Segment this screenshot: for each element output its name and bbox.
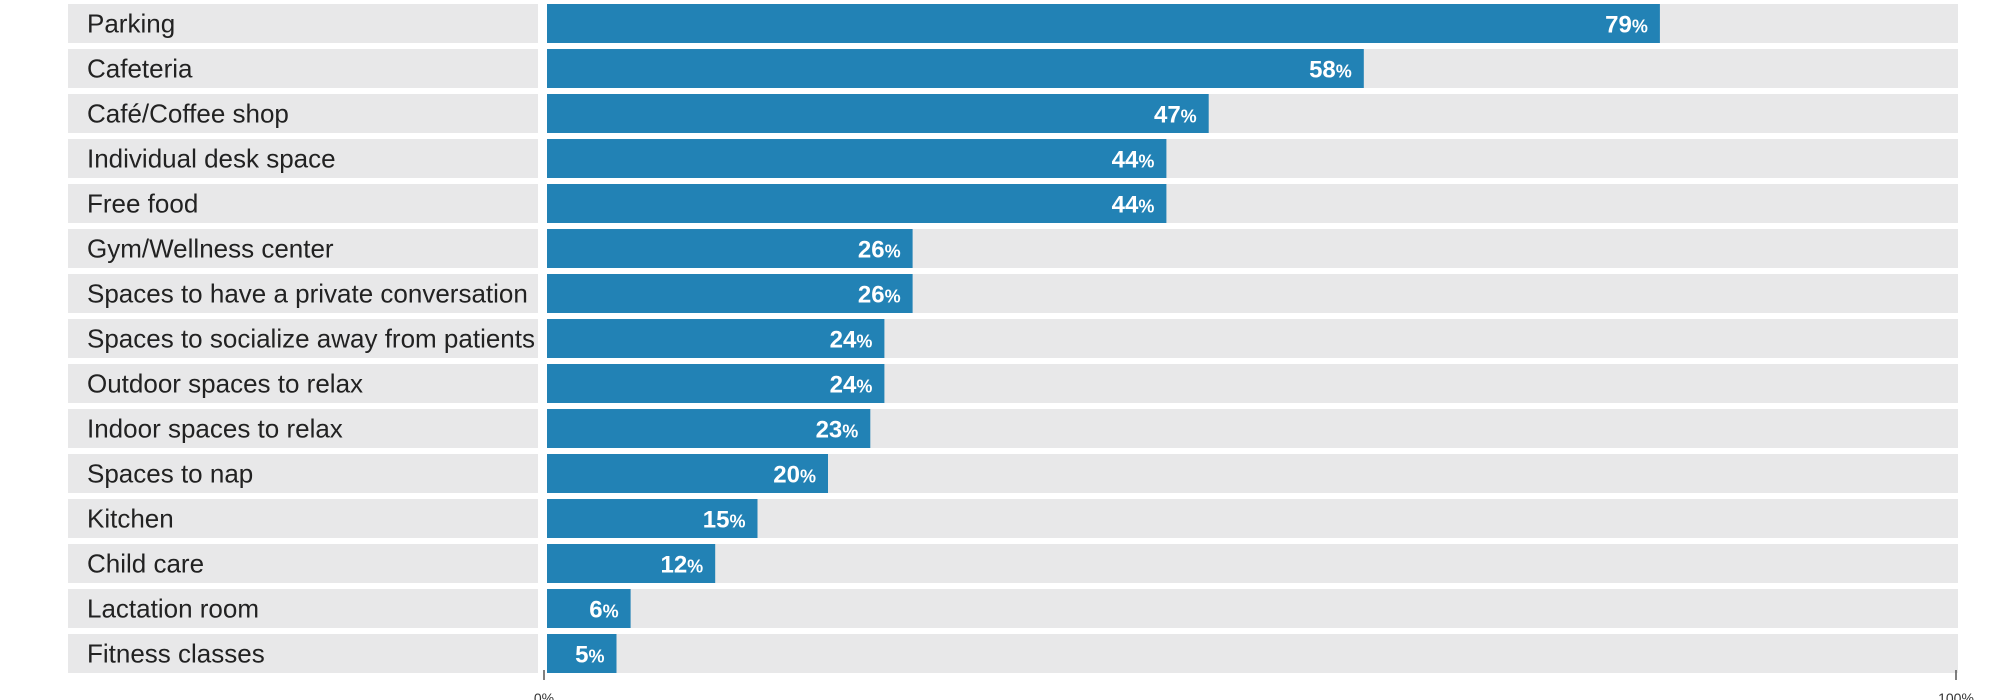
bar [546,319,885,358]
bar [546,139,1167,178]
category-label: Lactation room [87,594,259,624]
label-box [68,589,538,628]
category-label: Spaces to socialize away from patients [87,324,535,354]
label-box [68,634,538,673]
category-label: Café/Coffee shop [87,99,289,129]
data-label: 6% [589,597,618,624]
category-label: Child care [87,549,204,579]
label-box [68,139,538,178]
category-label: Kitchen [87,504,174,534]
data-label: 23% [816,417,859,444]
category-label: Indoor spaces to relax [87,414,343,444]
chart-category-labels: Parking Cafeteria Café/Coffee shop Individu… [87,9,535,669]
bar [546,409,871,448]
label-box [68,499,538,538]
data-label: 5% [575,642,604,669]
category-label: Cafeteria [87,54,193,84]
category-label: Free food [87,189,198,219]
bar-track [546,589,1958,628]
bar-track [546,634,1958,673]
data-label: 44% [1112,147,1155,174]
bar [546,94,1209,133]
data-label: 24% [830,372,873,399]
bar [546,634,617,673]
label-box [68,49,538,88]
bar [546,499,758,538]
data-label: 44% [1112,192,1155,219]
data-label: 24% [830,327,873,354]
bar [546,184,1167,223]
bar [546,544,716,583]
x-tick-label-100: 100% [1938,690,1974,700]
data-label: 47% [1154,102,1197,129]
chart-bars [546,4,1660,673]
category-label: Gym/Wellness center [87,234,334,264]
bar-track [546,544,1958,583]
category-label: Spaces to have a private conversation [87,279,528,309]
label-box [68,544,538,583]
data-label: 58% [1309,57,1352,84]
label-box [68,454,538,493]
label-box [68,184,538,223]
data-label: 26% [858,237,901,264]
category-label: Parking [87,9,175,39]
bar [546,364,885,403]
bar [546,274,913,313]
x-tick-label-0: 0% [534,690,554,700]
chart-tracks [68,4,1958,673]
bar [546,589,631,628]
category-label: Spaces to nap [87,459,253,489]
bar [546,454,828,493]
label-box [68,4,538,43]
label-box [68,94,538,133]
bar-track [546,499,1958,538]
data-label: 20% [773,462,816,489]
category-label: Outdoor spaces to relax [87,369,363,399]
data-label: 26% [858,282,901,309]
x-axis: 0% 100% [534,0,1974,700]
data-label: 12% [660,552,703,579]
bar [546,49,1364,88]
label-box [68,274,538,313]
data-label: 79% [1605,12,1648,39]
data-label: 15% [703,507,746,534]
category-label: Individual desk space [87,144,336,174]
category-label: Fitness classes [87,639,265,669]
label-box [68,409,538,448]
bar [546,4,1660,43]
label-box [68,364,538,403]
label-box [68,229,538,268]
label-box [68,319,538,358]
chart-value-labels: 79% 58% 47% 44% 44% 26% 26% 24% 24% 23%20% 15%12% 6… [575,12,1648,669]
bar [546,229,913,268]
